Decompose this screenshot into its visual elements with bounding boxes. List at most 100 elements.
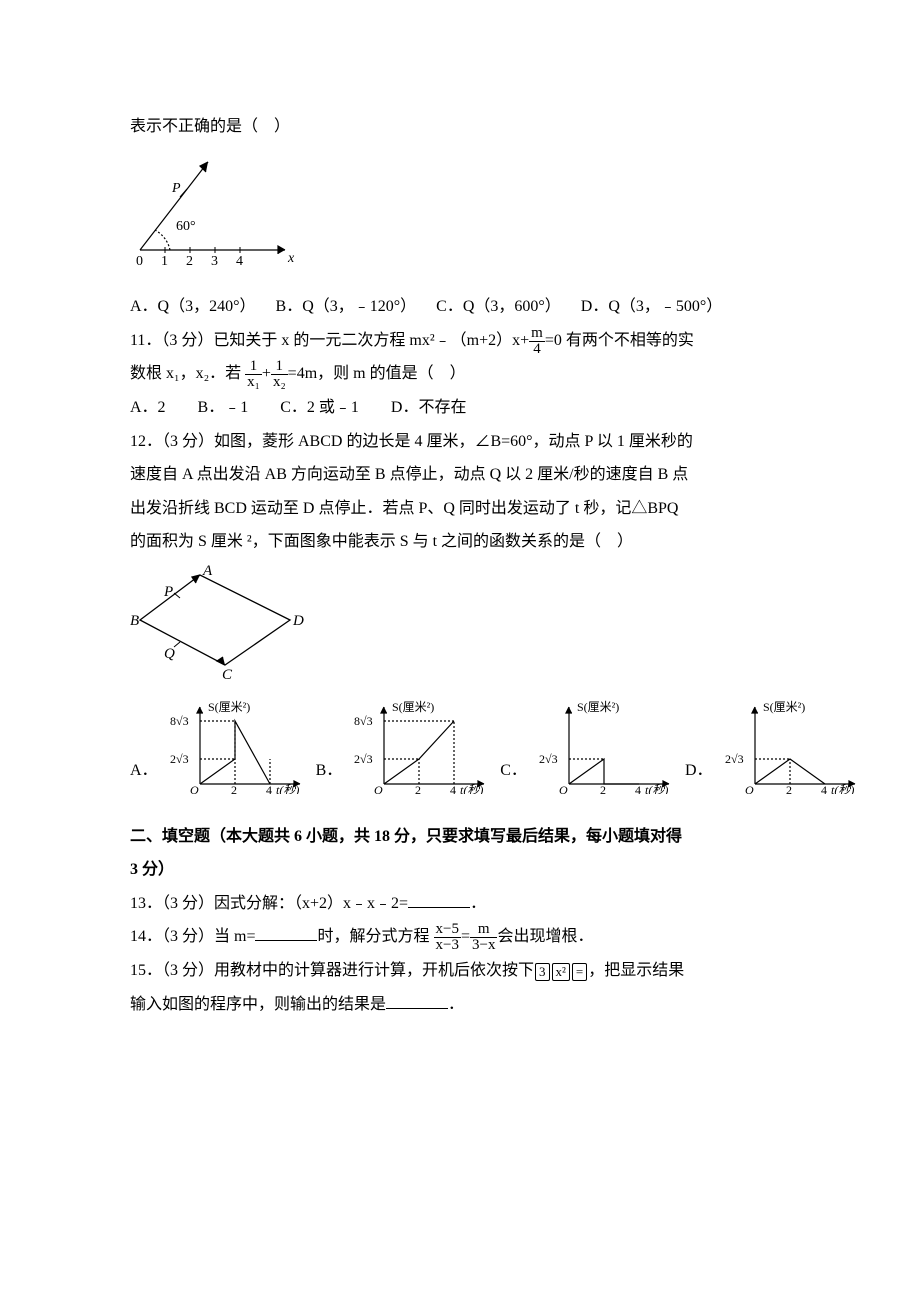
q11-frac-1x2: 1x₂ xyxy=(271,359,288,390)
svg-text:2: 2 xyxy=(231,783,237,794)
section2-l1: 二、填空题（本大题共 6 小题，共 18 分，只要求填写最后结果，每小题填对得 xyxy=(130,820,795,854)
q14-c: 会出现增根． xyxy=(497,928,593,945)
q15-l1: 15．（3 分）用教材中的计算器进行计算，开机后依次按下3x²=，把显示结果 xyxy=(130,954,795,988)
exam-page: 表示不正确的是（ ） 0 1 2 3 4 x xyxy=(0,0,920,1302)
svg-text:O: O xyxy=(374,783,383,794)
q12-label-d: D． xyxy=(685,754,715,794)
q10-choices: A．Q（3，240°） B．Q（3，﹣120°） C．Q（3，600°） D．Q… xyxy=(130,290,795,324)
q15-l2a: 输入如图的程序中，则输出的结果是 xyxy=(130,996,386,1013)
q11-l2a: 数根 x₁，x₂．若 xyxy=(130,365,241,382)
svg-text:t(秒): t(秒) xyxy=(831,783,854,794)
q12-rhombus: A B C D P Q xyxy=(130,565,795,693)
tick-0: 0 xyxy=(136,254,143,269)
point-p-label: P xyxy=(171,181,181,196)
axis-x-label: x xyxy=(287,251,295,266)
q10-stem-tail: 表示不正确的是（ ） xyxy=(130,110,795,144)
q12-l2: 速度自 A 点出发沿 AB 方向运动至 B 点停止，动点 Q 以 2 厘米/秒的… xyxy=(130,458,795,492)
svg-text:2√3: 2√3 xyxy=(170,752,189,766)
svg-text:2: 2 xyxy=(786,783,792,794)
q13-a: 13．（3 分）因式分解：（x+2）x﹣x﹣2= xyxy=(130,895,408,912)
svg-text:S(厘米²): S(厘米²) xyxy=(577,700,619,714)
tick-1: 1 xyxy=(161,254,168,269)
q12-rhombus-svg: A B C D P Q xyxy=(130,565,315,680)
q14-blank xyxy=(255,926,317,941)
svg-text:O: O xyxy=(559,783,568,794)
q15-b: ，把显示结果 xyxy=(588,962,684,979)
q12-graph-b: S(厘米²) 8√3 2√3 O 2 4 t(秒) xyxy=(344,699,494,794)
svg-text:4: 4 xyxy=(635,783,641,794)
svg-text:t(秒): t(秒) xyxy=(645,783,668,794)
q12-label-b: B． xyxy=(316,754,345,794)
svg-text:2√3: 2√3 xyxy=(539,752,558,766)
q14-a: 14．（3 分）当 m= xyxy=(130,928,255,945)
q11-choices: A．2 B．﹣1 C．2 或﹣1 D．不存在 xyxy=(130,391,795,425)
q12-graph-b-cell: B． S(厘米²) xyxy=(316,699,495,794)
q12-graph-a: S(厘米²) 8√3 2√3 O 2 4 t(秒) xyxy=(160,699,310,794)
svg-text:t(秒): t(秒) xyxy=(276,783,299,794)
rhombus-b: B xyxy=(130,613,139,629)
svg-text:4: 4 xyxy=(821,783,827,794)
q12-label-a: A． xyxy=(130,754,160,794)
svg-text:8√3: 8√3 xyxy=(170,714,189,728)
q12-l4: 的面积为 S 厘米 ²，下面图象中能表示 S 与 t 之间的函数关系的是（ ） xyxy=(130,525,795,559)
q12-l3: 出发沿折线 BCD 运动至 D 点停止．若点 P、Q 同时出发运动了 t 秒，记… xyxy=(130,492,795,526)
q12-graph-d-cell: D． S(厘米²) 2√3 O xyxy=(685,699,865,794)
rhombus-q: Q xyxy=(164,646,175,662)
rhombus-c: C xyxy=(222,667,233,680)
section2-l2: 3 分） xyxy=(130,853,795,887)
q11-frac-1x1: 1x₁ xyxy=(245,359,262,390)
svg-text:S(厘米²): S(厘米²) xyxy=(208,700,250,714)
svg-text:S(厘米²): S(厘米²) xyxy=(392,700,434,714)
q14-eq: = xyxy=(461,928,470,945)
q12-graphs-row: A． S(厘米²) xyxy=(130,699,795,794)
q10-choice-c: C．Q（3，600°） xyxy=(436,290,561,324)
svg-text:t(秒): t(秒) xyxy=(460,783,483,794)
q11-plus: + xyxy=(262,365,271,382)
q12-graph-c: S(厘米²) 2√3 O 2 4 t(秒) xyxy=(529,699,679,794)
q12-l1: 12．（3 分）如图，菱形 ABCD 的边长是 4 厘米，∠B=60°，动点 P… xyxy=(130,425,795,459)
angle-label: 60° xyxy=(176,219,196,234)
rhombus-d: D xyxy=(292,613,304,629)
q10-choice-a: A．Q（3，240°） xyxy=(130,290,256,324)
svg-text:2√3: 2√3 xyxy=(354,752,373,766)
q13-blank xyxy=(408,892,470,907)
q13-b: ． xyxy=(470,895,486,912)
q13: 13．（3 分）因式分解：（x+2）x﹣x﹣2= ． xyxy=(130,887,795,921)
svg-text:4: 4 xyxy=(450,783,456,794)
q14: 14．（3 分）当 m= 时，解分式方程 x−5x−3=m3−x会出现增根． xyxy=(130,920,795,954)
spacer xyxy=(130,794,795,820)
tick-2: 2 xyxy=(186,254,193,269)
key-x2: x² xyxy=(552,963,570,981)
rhombus-p: P xyxy=(163,584,173,600)
q12-label-c: C． xyxy=(500,754,529,794)
q11-prefix: 11．（3 分）已知关于 x 的一元二次方程 mx²﹣（m+2）x+ xyxy=(130,332,529,349)
q12-graph-c-cell: C． S(厘米²) 2√3 O 2 xyxy=(500,699,679,794)
svg-text:2: 2 xyxy=(415,783,421,794)
q12-graph-d: S(厘米²) 2√3 O 2 4 t(秒) xyxy=(715,699,865,794)
q10-choice-d: D．Q（3，﹣500°） xyxy=(581,290,723,324)
svg-text:2: 2 xyxy=(600,783,606,794)
q14-frac1: x−5x−3 xyxy=(434,922,461,953)
svg-text:2√3: 2√3 xyxy=(725,752,744,766)
q10-choice-b: B．Q（3，﹣120°） xyxy=(276,290,417,324)
svg-text:O: O xyxy=(745,783,754,794)
q11-mid: =0 有两个不相等的实 xyxy=(545,332,694,349)
q11-line2: 数根 x₁，x₂．若 1x₁+1x₂=4m，则 m 的值是（ ） xyxy=(130,357,795,391)
rhombus-a: A xyxy=(202,565,213,579)
q14-b: 时，解分式方程 xyxy=(317,928,429,945)
q15-a: 15．（3 分）用教材中的计算器进行计算，开机后依次按下 xyxy=(130,962,534,979)
q11-l2b: =4m，则 m 的值是（ ） xyxy=(288,365,466,382)
q15-l2: 输入如图的程序中，则输出的结果是 ． xyxy=(130,988,795,1022)
svg-text:S(厘米²): S(厘米²) xyxy=(763,700,805,714)
key-eq: = xyxy=(572,963,587,981)
svg-text:8√3: 8√3 xyxy=(354,714,373,728)
q10-svg: 0 1 2 3 4 x 60° P xyxy=(130,150,300,270)
q15-l2b: ． xyxy=(448,996,464,1013)
svg-text:4: 4 xyxy=(266,783,272,794)
svg-text:O: O xyxy=(190,783,199,794)
q10-diagram: 0 1 2 3 4 x 60° P xyxy=(130,150,795,283)
q15-blank xyxy=(386,994,448,1009)
tick-4: 4 xyxy=(236,254,243,269)
q14-frac2: m3−x xyxy=(470,922,497,953)
q11-frac-m4: m4 xyxy=(529,326,545,357)
